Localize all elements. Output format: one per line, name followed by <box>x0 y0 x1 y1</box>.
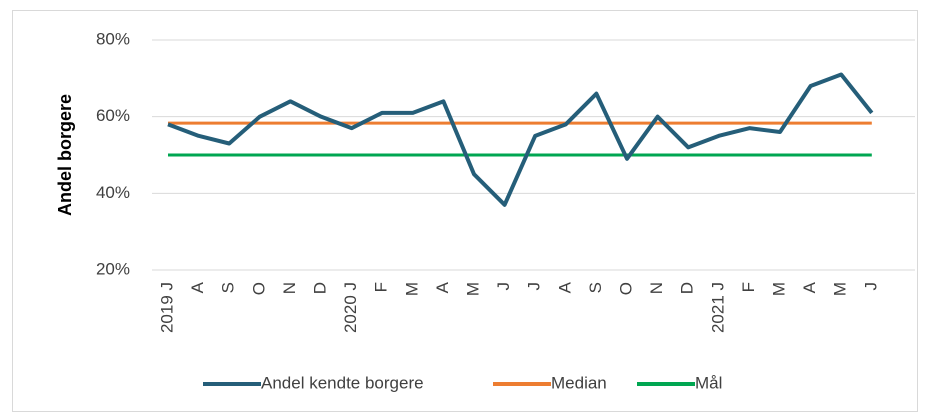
x-tick-label: 2019 J <box>157 282 176 333</box>
x-tick-label: D <box>310 282 329 294</box>
x-tick-label: J <box>525 282 544 291</box>
y-tick-label: 80% <box>96 29 130 48</box>
x-tick-label: A <box>555 281 574 293</box>
y-tick-label: 60% <box>96 106 130 125</box>
x-tick-label: D <box>678 282 697 294</box>
x-tick-label: M <box>402 282 421 296</box>
x-tick-label: A <box>188 281 207 293</box>
x-tick-label: M <box>769 282 788 296</box>
x-tick-label: J <box>861 282 880 291</box>
chart-frame <box>12 10 918 412</box>
x-tick-label: 2020 J <box>341 282 360 333</box>
y-tick-label: 20% <box>96 259 130 278</box>
y-axis-title: Andel borgere <box>55 94 75 216</box>
x-tick-label: N <box>647 282 666 294</box>
x-tick-label: 2021 J <box>708 282 727 333</box>
legend-label: Median <box>551 373 607 392</box>
x-tick-label: A <box>433 281 452 293</box>
x-tick-label: M <box>463 282 482 296</box>
series-line <box>167 72 874 207</box>
x-tick-label: J <box>494 282 513 291</box>
x-tick-label: A <box>800 281 819 293</box>
x-tick-label: O <box>616 282 635 295</box>
x-tick-label: F <box>739 282 758 292</box>
x-tick-label: N <box>280 282 299 294</box>
x-tick-label: F <box>372 282 391 292</box>
y-tick-label: 40% <box>96 183 130 202</box>
x-tick-label: S <box>586 282 605 293</box>
legend-label: Mål <box>695 373 722 392</box>
x-tick-label: M <box>831 282 850 296</box>
legend-label: Andel kendte borgere <box>261 373 424 392</box>
x-tick-label: O <box>249 282 268 295</box>
x-tick-label: S <box>219 282 238 293</box>
